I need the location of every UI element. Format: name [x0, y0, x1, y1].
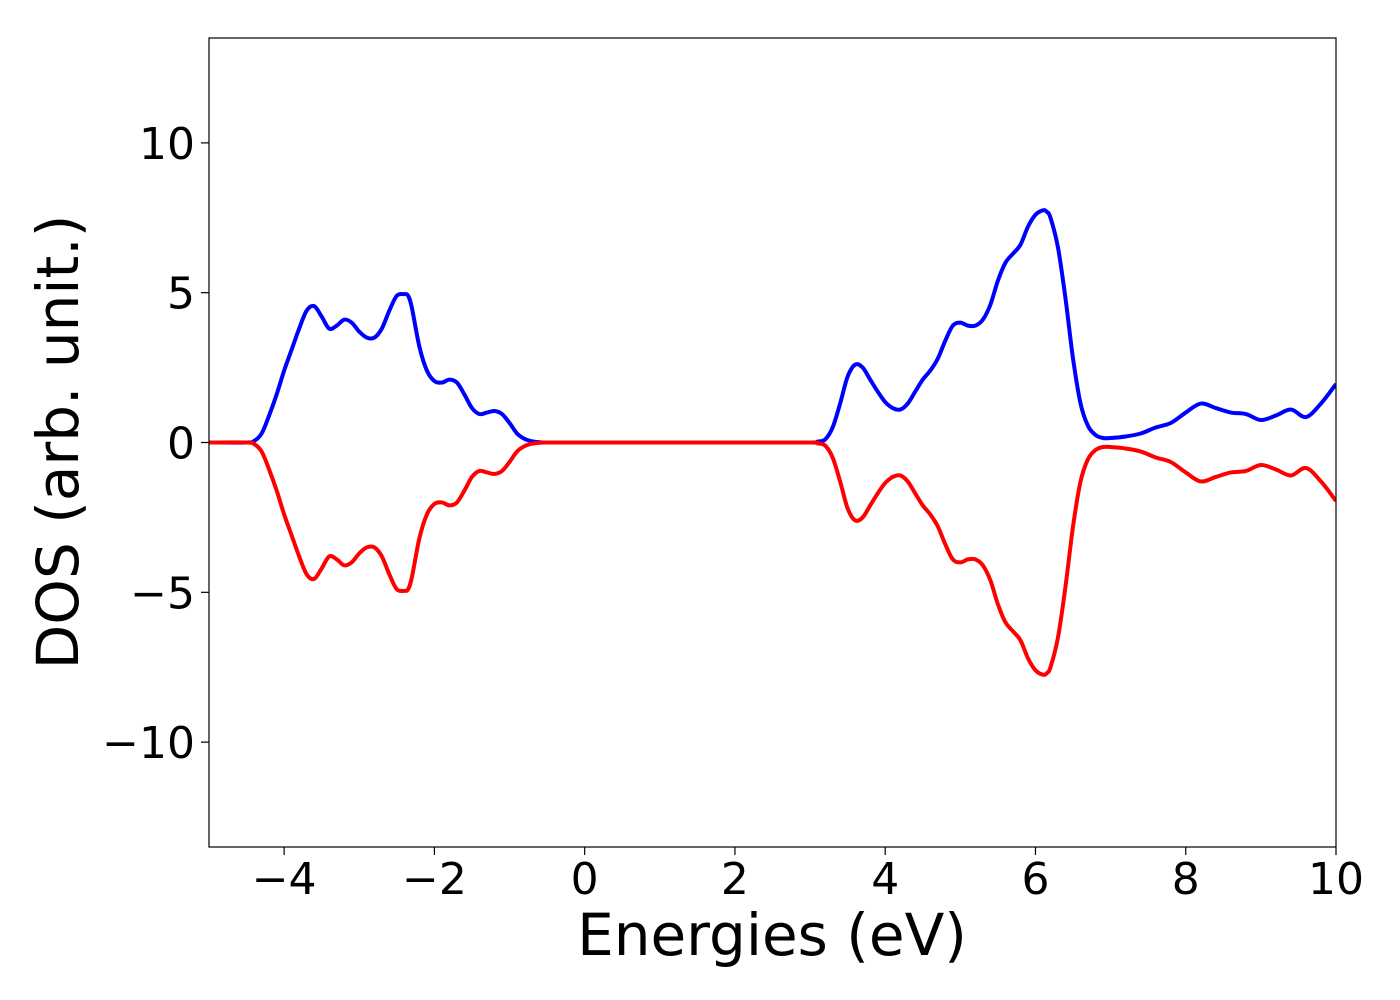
x-tick-label: −4 [252, 854, 317, 905]
y-tick-label: −10 [102, 718, 195, 769]
x-axis-ticks: −4 −2 0 2 4 6 8 10 [252, 847, 1364, 905]
x-tick-label: 0 [571, 854, 599, 905]
y-tick-label: 10 [139, 119, 195, 170]
y-tick-label: −5 [130, 568, 195, 619]
x-tick-label: 8 [1172, 854, 1200, 905]
y-axis-label: DOS (arb. unit.) [24, 215, 92, 670]
x-tick-label: 10 [1308, 854, 1364, 905]
y-tick-label: 0 [167, 419, 195, 470]
y-tick-label: 5 [167, 269, 195, 320]
y-axis-ticks: −10 −5 0 5 10 [102, 119, 209, 769]
x-tick-label: −2 [402, 854, 467, 905]
x-axis-label: Energies (eV) [577, 901, 967, 969]
series-line-blue [209, 208, 1336, 445]
x-tick-label: 6 [1021, 854, 1049, 905]
series-line-red [209, 440, 1336, 677]
series-layer [209, 208, 1336, 677]
x-tick-label: 4 [871, 854, 899, 905]
x-tick-label: 2 [721, 854, 749, 905]
